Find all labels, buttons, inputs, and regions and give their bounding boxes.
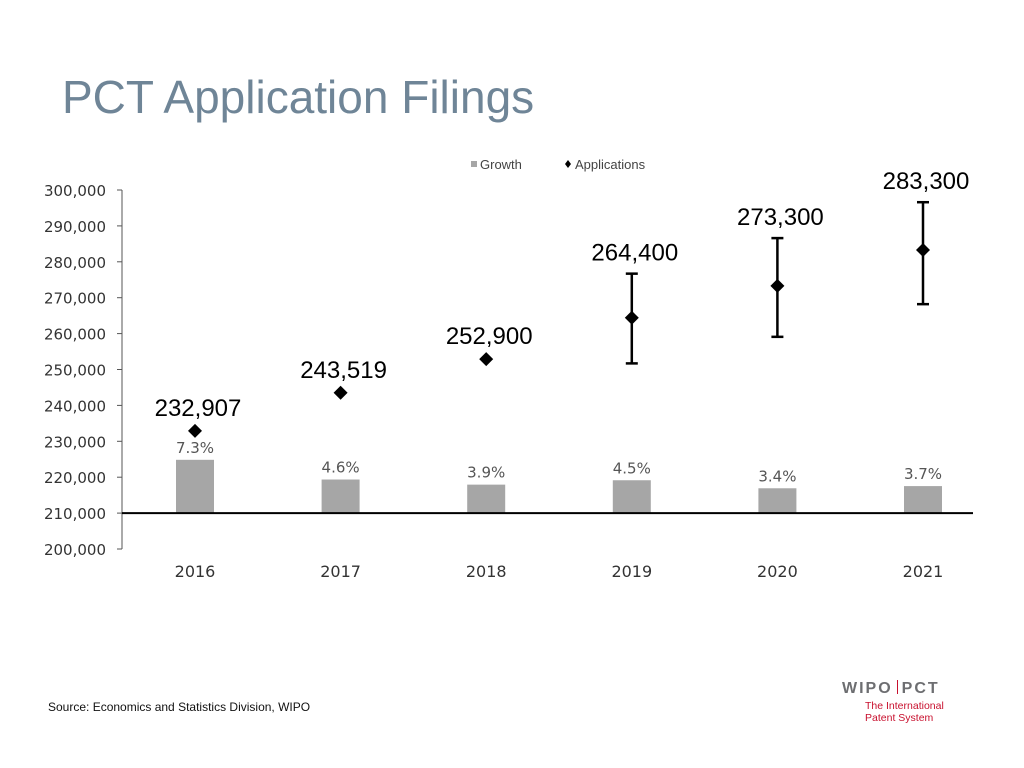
y-tick-label: 300,000 [44, 182, 106, 200]
growth-label: 3.4% [758, 467, 796, 485]
wipo-pct-logo: WIPO PCT The International Patent System [842, 680, 972, 724]
growth-bar [612, 480, 651, 514]
application-label: 264,400 [591, 240, 678, 267]
chart-legend: Growth Applications [471, 157, 646, 172]
logo-pct-text: PCT [901, 680, 940, 697]
application-label: 232,907 [155, 395, 242, 422]
application-markers [188, 242, 930, 438]
growth-label: 3.7% [904, 465, 942, 483]
application-label: 252,900 [446, 323, 533, 350]
y-tick-label: 230,000 [44, 433, 106, 451]
logo-wordmark: WIPO PCT [842, 680, 972, 698]
y-tick-label: 210,000 [44, 505, 106, 523]
legend-growth-swatch [471, 161, 477, 167]
legend-applications-label: Applications [575, 157, 646, 172]
y-tick-label: 220,000 [44, 469, 106, 487]
application-marker [188, 423, 202, 438]
x-tick-label: 2017 [320, 562, 361, 581]
application-label: 273,300 [737, 204, 824, 231]
x-axis: 2016 2017 2018 2019 2020 2021 [175, 562, 944, 581]
y-axis: 200,000 210,000 220,000 230,000 240,000 250,0… [44, 182, 123, 559]
application-marker [624, 310, 639, 325]
application-filings-chart: Growth Applications 200,000 210,000 220,00… [44, 157, 973, 581]
y-tick-label: 280,000 [44, 254, 106, 272]
growth-label: 4.6% [322, 459, 360, 477]
growth-bar [904, 486, 942, 514]
x-tick-label: 2021 [903, 562, 944, 581]
y-tick-label: 260,000 [44, 326, 106, 344]
logo-divider [896, 680, 898, 694]
growth-label: 3.9% [467, 464, 505, 482]
growth-bar [758, 488, 797, 514]
source-note: Source: Economics and Statistics Divisio… [48, 700, 311, 714]
application-marker [916, 242, 930, 257]
logo-subtitle-line1: The International [865, 700, 944, 712]
y-tick-label: 270,000 [44, 290, 106, 308]
growth-bar [176, 459, 214, 514]
application-label: 243,519 [300, 357, 387, 384]
x-tick-label: 2019 [611, 562, 652, 581]
application-marker [333, 385, 348, 400]
x-tick-label: 2020 [757, 562, 798, 581]
x-tick-label: 2018 [466, 562, 507, 581]
y-tick-label: 200,000 [44, 541, 106, 559]
y-tick-label: 290,000 [44, 218, 106, 236]
application-marker [770, 278, 785, 293]
application-marker [479, 352, 494, 367]
legend-growth-label: Growth [480, 157, 522, 172]
growth-bars [176, 459, 942, 514]
application-label: 283,300 [883, 168, 970, 195]
logo-subtitle: The International Patent System [865, 700, 972, 724]
y-tick-label: 240,000 [44, 397, 106, 415]
legend-applications-marker [565, 160, 571, 168]
page-title: PCT Application Filings [62, 71, 535, 123]
growth-label: 4.5% [613, 459, 651, 477]
growth-label: 7.3% [176, 439, 214, 457]
growth-bar [467, 484, 506, 514]
logo-subtitle-line2: Patent System [865, 712, 934, 724]
application-labels: 232,907 243,519 252,900 264,400 273,300 283,3… [155, 168, 970, 422]
y-tick-label: 250,000 [44, 362, 106, 380]
growth-labels: 7.3% 4.6% 3.9% 4.5% 3.4% 3.7% [176, 439, 942, 485]
logo-wipo-text: WIPO [842, 680, 893, 697]
growth-bar [321, 479, 360, 514]
x-tick-label: 2016 [175, 562, 216, 581]
